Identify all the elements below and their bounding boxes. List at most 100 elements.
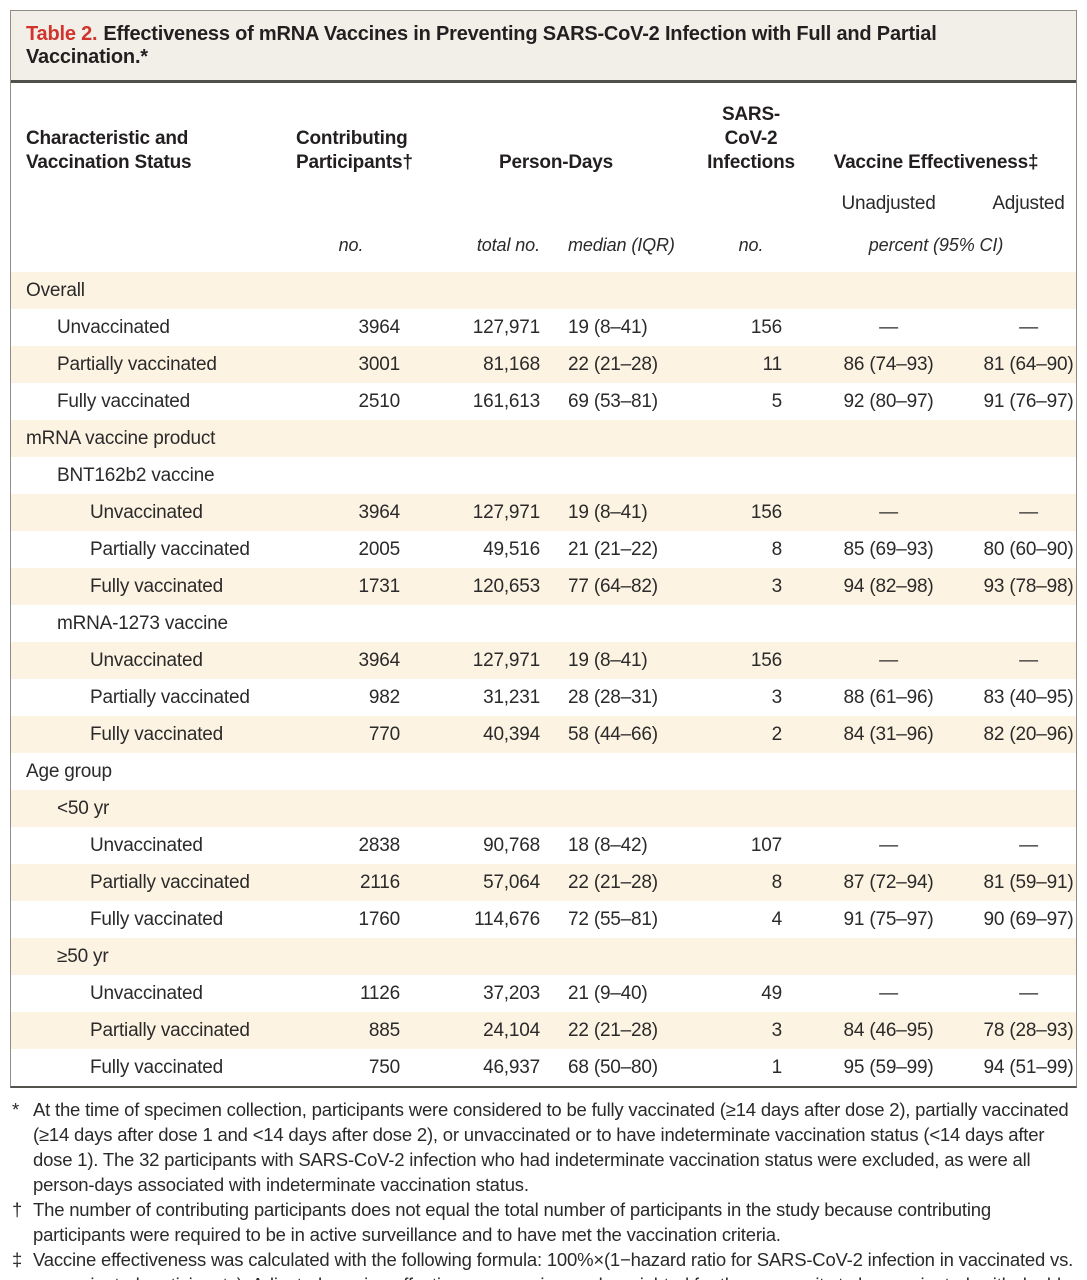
- cell: —: [981, 309, 1077, 346]
- header-row-units: no. total no. median (IQR) no. percent (…: [11, 221, 1077, 272]
- cell: [296, 753, 406, 790]
- footnote-marker: †: [12, 1199, 23, 1220]
- footnote: * At the time of specimen collection, par…: [12, 1097, 1075, 1197]
- footnote-text: At the time of specimen collection, part…: [33, 1099, 1069, 1195]
- unit-percent-ci: percent (95% CI): [796, 221, 1077, 272]
- cell: —: [796, 975, 981, 1012]
- cell: 85 (69–93): [796, 531, 981, 568]
- cell: 3964: [296, 642, 406, 679]
- unit-total-no: total no.: [406, 221, 546, 272]
- cell: [546, 457, 706, 494]
- cell: 87 (72–94): [796, 864, 981, 901]
- row-label: Unvaccinated: [11, 642, 296, 679]
- cell: 5: [706, 383, 796, 420]
- row-label: <50 yr: [11, 790, 296, 827]
- cell: [981, 753, 1077, 790]
- cell: [796, 457, 981, 494]
- cell: 156: [706, 309, 796, 346]
- cell: 3: [706, 679, 796, 716]
- table-title-text: Effectiveness of mRNA Vaccines in Preven…: [26, 23, 937, 68]
- cell: 3: [706, 1012, 796, 1049]
- cell: 19 (8–41): [546, 642, 706, 679]
- cell: 127,971: [406, 642, 546, 679]
- cell: 4: [706, 901, 796, 938]
- table-body: Overall Unvaccinated 3964 127,971 19 (8–41) 1…: [11, 272, 1077, 1086]
- footnote-marker: *: [12, 1099, 19, 1120]
- cell: [296, 605, 406, 642]
- table-row: Partially vaccinated 2005 49,516 21 (21–22)…: [11, 531, 1077, 568]
- footnote: † The number of contributing participants…: [12, 1197, 1075, 1247]
- cell: [546, 605, 706, 642]
- cell: 72 (55–81): [546, 901, 706, 938]
- cell: [706, 272, 796, 309]
- cell: [296, 457, 406, 494]
- cell: 3001: [296, 346, 406, 383]
- cell: [706, 605, 796, 642]
- cell: 77 (64–82): [546, 568, 706, 605]
- header-vaccine-effectiveness: Vaccine Effectiveness‡: [796, 83, 1077, 179]
- cell: —: [796, 494, 981, 531]
- cell: 24,104: [406, 1012, 546, 1049]
- table-row: Partially vaccinated 3001 81,168 22 (21–28)…: [11, 346, 1077, 383]
- unit-infections: no.: [706, 221, 796, 272]
- table-header: Characteristic and Vaccination Status Co…: [11, 83, 1077, 272]
- cell: 885: [296, 1012, 406, 1049]
- cell: [406, 753, 546, 790]
- cell: [546, 938, 706, 975]
- cell: 31,231: [406, 679, 546, 716]
- cell: —: [981, 827, 1077, 864]
- cell: [296, 420, 406, 457]
- cell: 18 (8–42): [546, 827, 706, 864]
- row-label: Unvaccinated: [11, 827, 296, 864]
- row-label: Partially vaccinated: [11, 864, 296, 901]
- row-label: Overall: [11, 272, 296, 309]
- cell: 750: [296, 1049, 406, 1086]
- row-label: Partially vaccinated: [11, 531, 296, 568]
- cell: 127,971: [406, 494, 546, 531]
- row-label: Fully vaccinated: [11, 568, 296, 605]
- cell: [296, 938, 406, 975]
- cell: [546, 272, 706, 309]
- footnote: ‡ Vaccine effectiveness was calculated wi…: [12, 1247, 1075, 1280]
- cell: 81,168: [406, 346, 546, 383]
- cell: 21 (21–22): [546, 531, 706, 568]
- cell: 2838: [296, 827, 406, 864]
- cell: [796, 420, 981, 457]
- cell: 40,394: [406, 716, 546, 753]
- table-row: Fully vaccinated 1760 114,676 72 (55–81) 4 91…: [11, 901, 1077, 938]
- cell: [706, 753, 796, 790]
- cell: 120,653: [406, 568, 546, 605]
- row-label: Unvaccinated: [11, 975, 296, 1012]
- cell: 3964: [296, 494, 406, 531]
- cell: [706, 790, 796, 827]
- row-label: Age group: [11, 753, 296, 790]
- cell: —: [796, 827, 981, 864]
- cell: 1760: [296, 901, 406, 938]
- cell: 8: [706, 864, 796, 901]
- unit-median-iqr: median (IQR): [546, 221, 706, 272]
- cell: —: [981, 975, 1077, 1012]
- cell: 19 (8–41): [546, 309, 706, 346]
- cell: 86 (74–93): [796, 346, 981, 383]
- cell: 28 (28–31): [546, 679, 706, 716]
- table-row: Unvaccinated 1126 37,203 21 (9–40) 49— —: [11, 975, 1077, 1012]
- section-row: Overall: [11, 272, 1077, 309]
- cell: 80 (60–90): [981, 531, 1077, 568]
- cell: 91 (76–97): [981, 383, 1077, 420]
- cell: [546, 790, 706, 827]
- cell: 982: [296, 679, 406, 716]
- row-label: Fully vaccinated: [11, 1049, 296, 1086]
- cell: 37,203: [406, 975, 546, 1012]
- cell: [981, 605, 1077, 642]
- cell: 49: [706, 975, 796, 1012]
- table-row: Partially vaccinated 982 31,231 28 (28–31) 3…: [11, 679, 1077, 716]
- cell: [706, 938, 796, 975]
- header-row-sub: Unadjusted Adjusted: [11, 179, 1077, 221]
- cell: [796, 938, 981, 975]
- cell: 84 (31–96): [796, 716, 981, 753]
- cell: [981, 272, 1077, 309]
- cell: 93 (78–98): [981, 568, 1077, 605]
- cell: 2116: [296, 864, 406, 901]
- cell: 22 (21–28): [546, 864, 706, 901]
- row-label: Partially vaccinated: [11, 346, 296, 383]
